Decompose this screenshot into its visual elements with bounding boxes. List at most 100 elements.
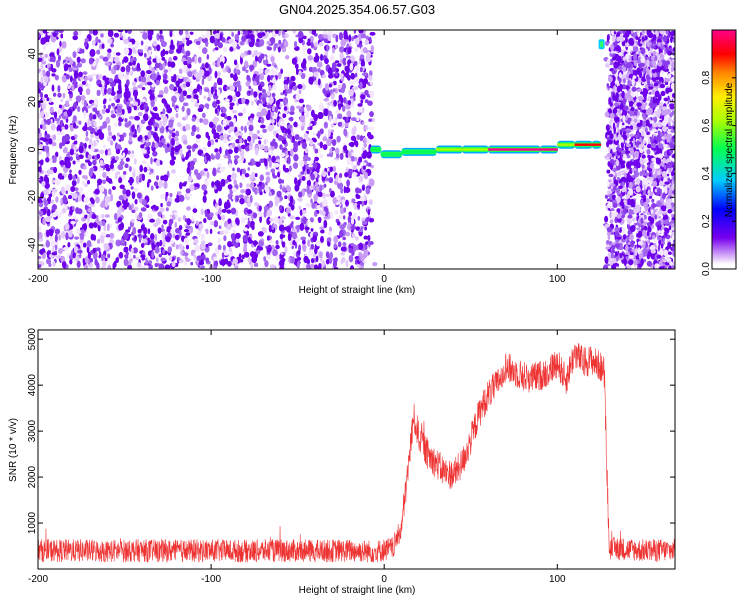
heatmap-cell	[287, 212, 291, 217]
heatmap-cell	[65, 156, 71, 162]
heatmap-cell	[326, 153, 330, 157]
heatmap-cell	[251, 100, 254, 106]
heatmap-cell	[294, 177, 298, 185]
heatmap-cell	[227, 260, 232, 267]
heatmap-cell	[293, 153, 299, 162]
heatmap-cell	[124, 73, 129, 81]
heatmap-cell	[279, 144, 283, 150]
heatmap-cell	[340, 207, 345, 215]
heatmap-cell	[342, 236, 347, 241]
heatmap-cell	[86, 105, 91, 109]
heatmap-cell	[232, 167, 235, 172]
heatmap-cell	[38, 138, 41, 146]
heatmap-cell	[160, 193, 166, 199]
heatmap-cell	[144, 53, 147, 58]
heatmap-cell	[60, 98, 64, 103]
heatmap-cell	[86, 240, 92, 248]
heatmap-cell	[284, 195, 288, 199]
heatmap-cell	[302, 104, 305, 108]
heatmap-cell	[362, 149, 368, 156]
heatmap-cell	[259, 215, 262, 223]
heatmap-cell	[207, 96, 211, 102]
heatmap-cell	[350, 155, 355, 162]
heatmap-cell	[38, 93, 41, 98]
heatmap-cell	[315, 241, 322, 247]
heatmap-cell	[58, 234, 61, 241]
heatmap-cell	[217, 163, 221, 167]
heatmap-cell	[183, 229, 190, 233]
heatmap-cell	[278, 98, 284, 102]
heatmap-cell	[139, 164, 143, 173]
heatmap-cell	[296, 105, 301, 109]
heatmap-cell	[46, 208, 51, 217]
heatmap-cell	[218, 225, 222, 229]
heatmap-cell	[115, 220, 120, 224]
heatmap-cell	[357, 216, 361, 221]
heatmap-cell	[49, 236, 54, 242]
heatmap-cell	[106, 87, 112, 95]
heatmap-cell	[58, 248, 63, 255]
heatmap-cell	[207, 75, 213, 82]
heatmap-cell	[174, 197, 181, 203]
heatmap-cell	[80, 58, 86, 64]
heatmap-cell	[76, 56, 81, 63]
heatmap-cell	[287, 124, 293, 129]
heatmap-cell	[45, 70, 51, 78]
heatmap-cell	[360, 226, 364, 230]
heatmap-cell	[136, 192, 142, 199]
heatmap-cell	[302, 263, 307, 269]
heatmap-cell	[328, 237, 332, 243]
heatmap-cell	[337, 241, 342, 248]
heatmap-cell	[325, 251, 330, 259]
heatmap-cell	[322, 74, 327, 79]
heatmap-cell	[101, 213, 105, 219]
heatmap-cell	[130, 186, 134, 190]
heatmap-cell	[329, 54, 335, 62]
heatmap-cell	[56, 48, 60, 56]
heatmap-cell	[231, 195, 236, 200]
heatmap-cell	[266, 63, 272, 67]
heatmap-cell	[271, 155, 276, 163]
heatmap-cell	[213, 82, 217, 88]
heatmap-cell	[262, 266, 266, 269]
heatmap-cell	[280, 215, 286, 220]
heatmap-cell	[247, 167, 250, 171]
heatmap-cell	[173, 55, 178, 61]
heatmap-cell	[150, 233, 155, 241]
heatmap-cell	[123, 56, 129, 63]
heatmap-cell	[367, 234, 371, 242]
heatmap-cell	[265, 181, 268, 186]
heatmap-cell	[353, 30, 357, 34]
heatmap-cell	[334, 87, 338, 94]
heatmap-cell	[124, 87, 129, 93]
heatmap-cell	[349, 141, 355, 148]
heatmap-cell	[171, 169, 176, 174]
heatmap-cell	[118, 121, 122, 127]
heatmap-cell	[38, 202, 44, 208]
heatmap-cell	[73, 140, 78, 145]
heatmap-cell	[150, 157, 153, 165]
heatmap-cell	[71, 179, 77, 187]
heatmap-cell	[279, 184, 283, 190]
heatmap-cell	[295, 216, 301, 220]
heatmap-cell	[87, 180, 90, 185]
heatmap-cell	[98, 39, 101, 43]
heatmap-cell	[88, 222, 94, 229]
heatmap-cell	[59, 40, 62, 47]
heatmap-cell	[156, 33, 160, 41]
heatmap-cell	[330, 123, 334, 128]
heatmap-cell	[226, 174, 233, 182]
heatmap-cell	[197, 36, 203, 42]
heatmap-cell	[96, 89, 100, 97]
heatmap-cell	[329, 115, 332, 123]
heatmap-cell	[196, 126, 200, 133]
heatmap-cell	[74, 236, 80, 240]
heatmap-cell	[354, 72, 358, 79]
heatmap-cell	[185, 232, 191, 236]
heatmap-cell	[114, 213, 118, 221]
heatmap-cell	[99, 55, 104, 59]
heatmap-cell	[156, 257, 159, 263]
heatmap-cell	[319, 69, 325, 76]
heatmap-cell	[108, 97, 112, 102]
heatmap-cell	[132, 247, 138, 254]
